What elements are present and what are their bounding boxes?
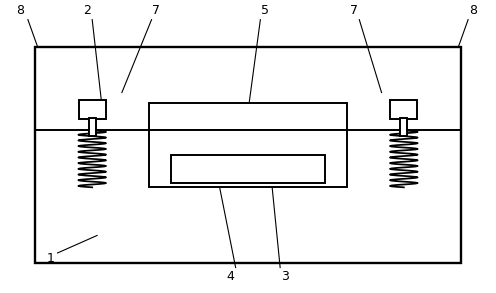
Text: 8: 8 [469, 4, 477, 17]
Text: 7: 7 [350, 4, 358, 17]
Text: 7: 7 [152, 4, 161, 17]
Bar [35, 47, 461, 263]
Text: 3: 3 [281, 270, 289, 283]
Bar [89, 118, 96, 136]
Bar [390, 100, 417, 119]
Text: 2: 2 [83, 4, 91, 17]
Text: 1: 1 [46, 252, 54, 265]
Bar [79, 100, 106, 119]
Bar [149, 103, 347, 130]
Bar [171, 155, 325, 183]
Bar [400, 118, 407, 136]
Text: 8: 8 [16, 4, 24, 17]
Text: 4: 4 [227, 270, 235, 283]
Text: 5: 5 [261, 4, 269, 17]
Bar [149, 130, 347, 187]
